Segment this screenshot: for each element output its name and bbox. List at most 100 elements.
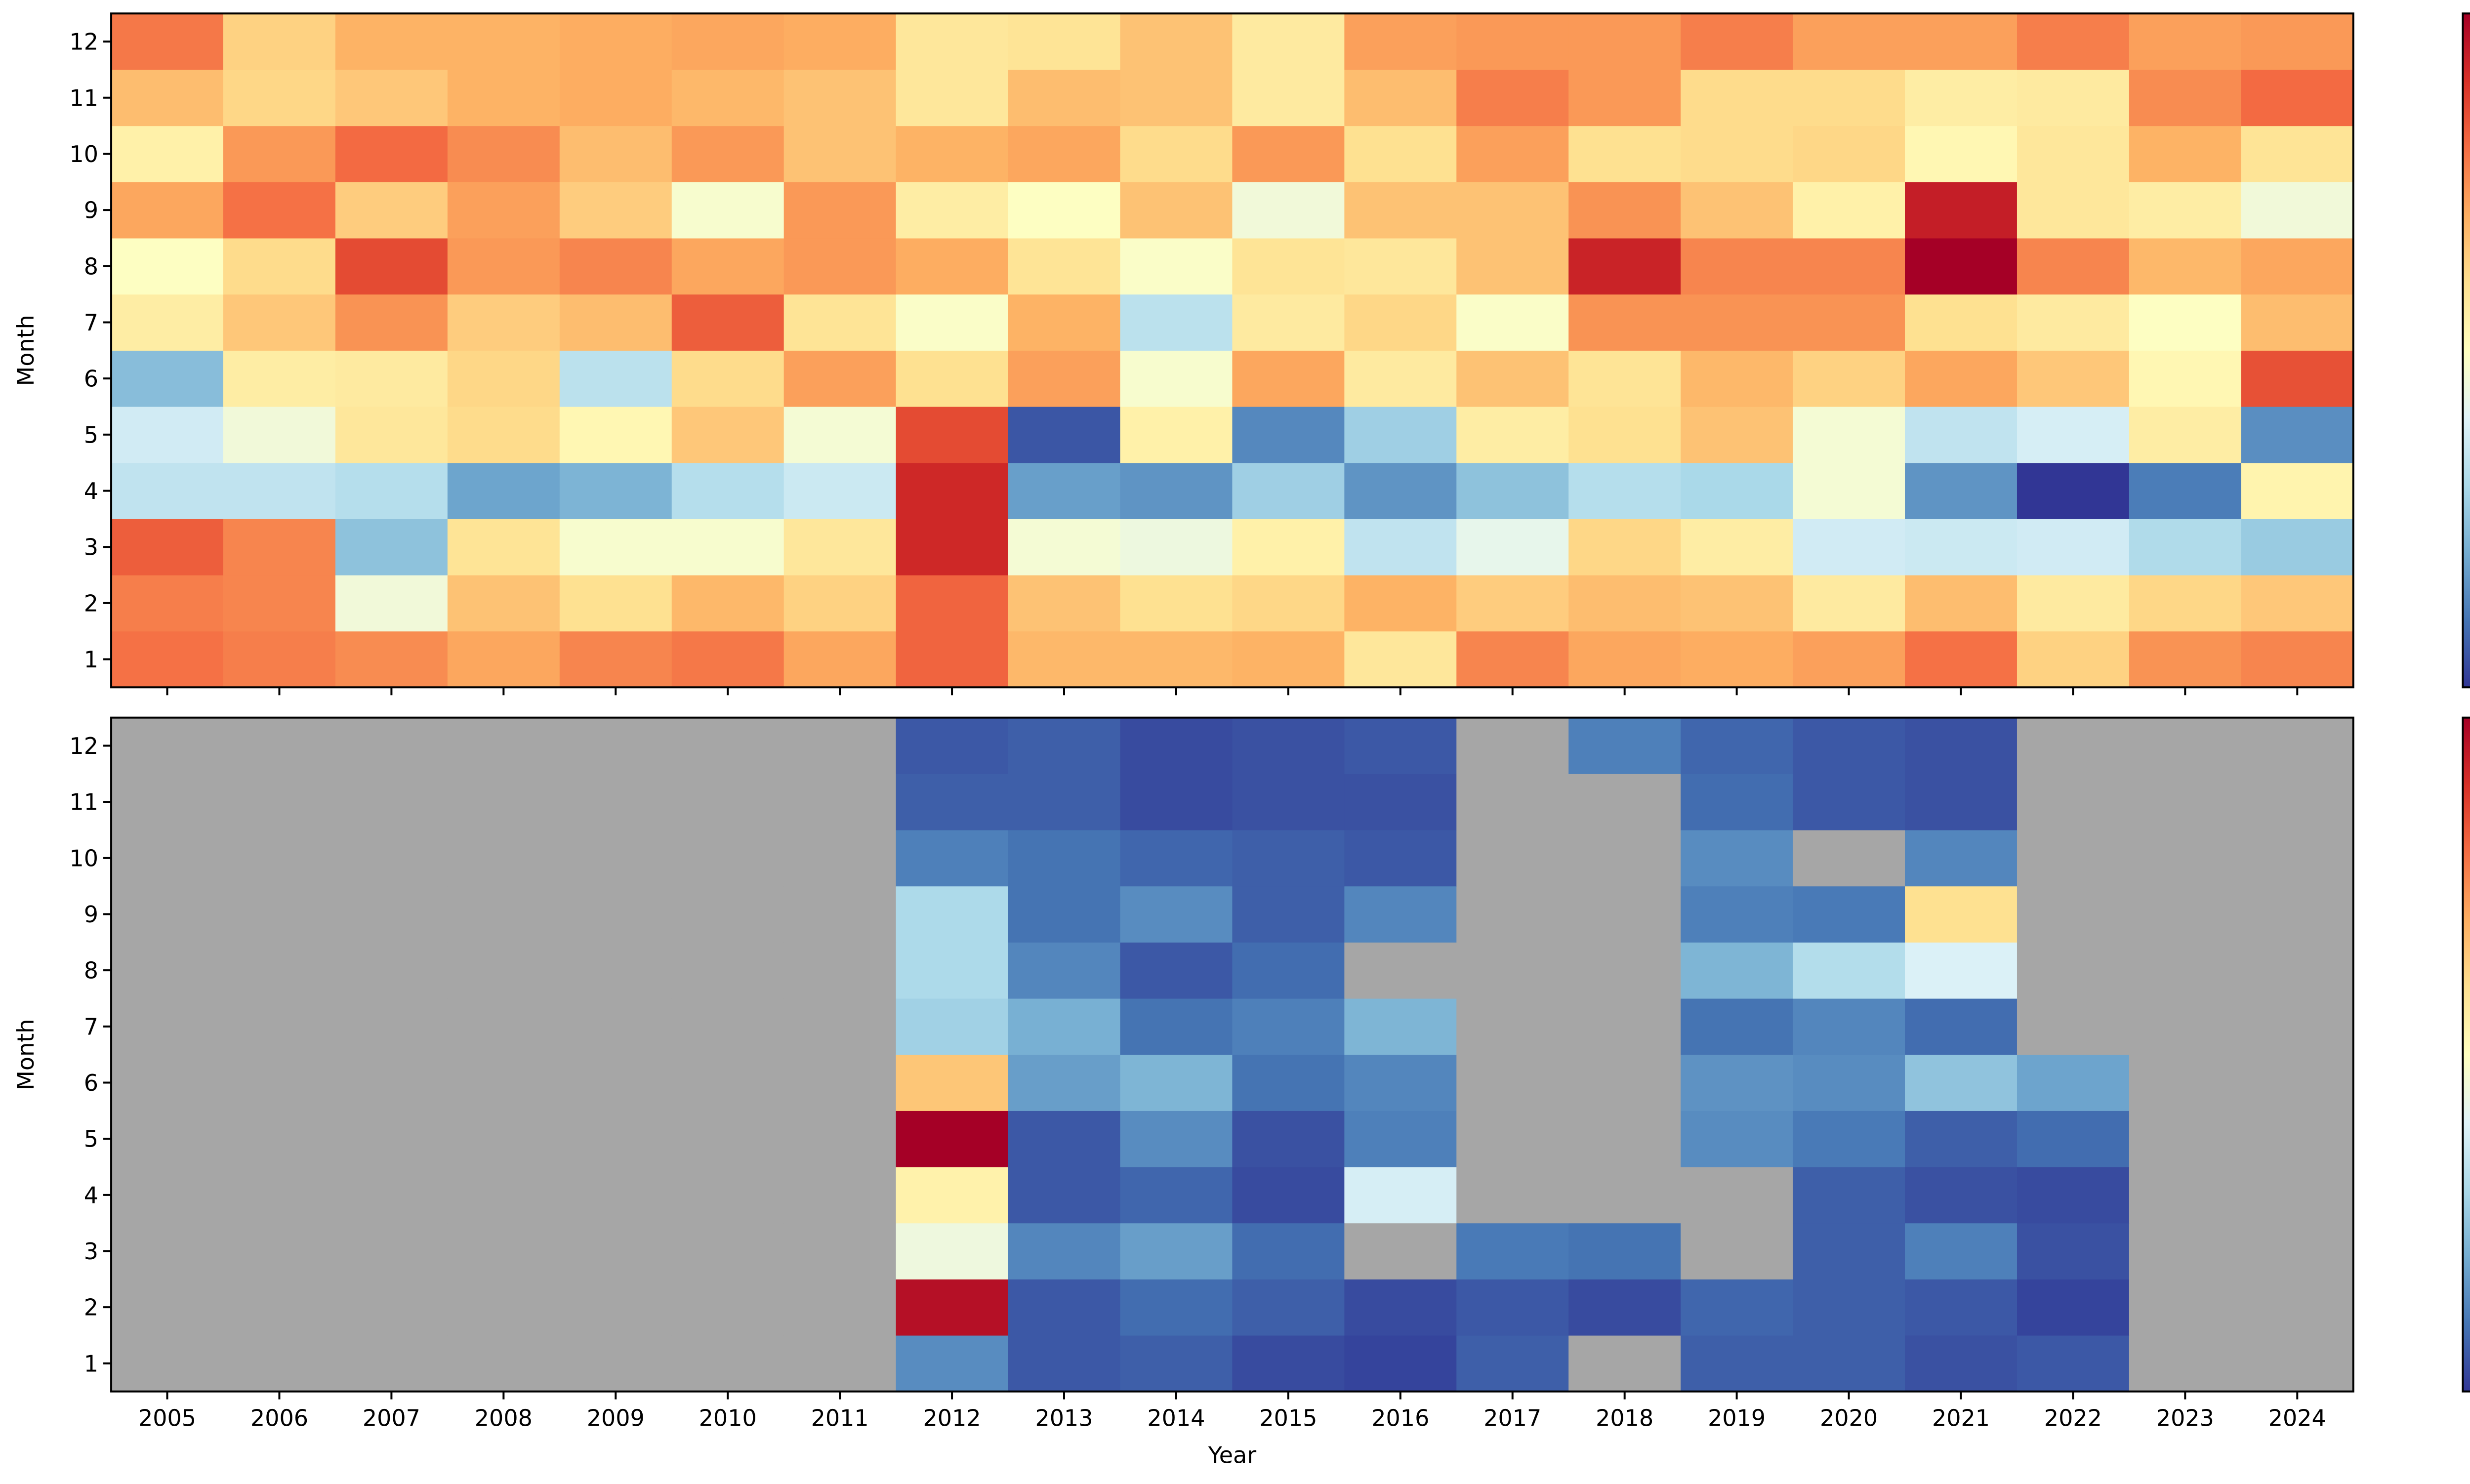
heatmap-cell xyxy=(1232,1111,1345,1167)
heatmap-cell xyxy=(111,294,224,351)
heatmap-cell xyxy=(559,1166,672,1224)
heatmap-cell xyxy=(1008,1335,1121,1392)
heatmap-cell xyxy=(2129,1279,2242,1336)
heatmap-cell xyxy=(1120,406,1233,463)
heatmap-cell xyxy=(1008,519,1121,576)
heatmap-cell xyxy=(1568,998,1681,1055)
heatmap-cell xyxy=(783,886,897,943)
heatmap-cell xyxy=(1793,125,1905,182)
heatmap-cell xyxy=(111,942,224,999)
heatmap-cell xyxy=(2017,294,2130,351)
heatmap-cell xyxy=(1793,1166,1905,1224)
heatmap-cell xyxy=(783,631,897,688)
heatmap-cell xyxy=(2241,13,2354,70)
heatmap-cell xyxy=(223,125,336,182)
x-tick-label: 2020 xyxy=(1820,1405,1878,1432)
heatmap-cell xyxy=(111,406,224,463)
heatmap-cell xyxy=(1681,1223,1793,1279)
heatmap-cell xyxy=(1232,519,1345,576)
heatmap-cell xyxy=(111,998,224,1055)
heatmap-cell xyxy=(559,238,672,295)
heatmap-cell xyxy=(1344,406,1457,463)
heatmap-cell xyxy=(896,69,1009,126)
heatmap-cell xyxy=(447,182,560,239)
heatmap-cell xyxy=(111,575,224,632)
heatmap-cell xyxy=(1008,238,1121,295)
heatmap-cell xyxy=(896,182,1009,239)
y-tick-label: 12 xyxy=(70,733,99,759)
heatmap-cell xyxy=(1456,406,1569,463)
heatmap-cell xyxy=(1232,1166,1345,1224)
heatmap-cell xyxy=(447,406,560,463)
heatmap-cell xyxy=(1793,631,1905,688)
heatmap-cell xyxy=(2129,69,2242,126)
heatmap-cell xyxy=(1232,717,1345,774)
heatmap-cell xyxy=(783,1111,897,1167)
heatmap-cell xyxy=(2241,1054,2354,1111)
heatmap-cell xyxy=(1232,69,1345,126)
heatmap-cell xyxy=(783,774,897,830)
heatmap-cell xyxy=(783,182,897,239)
heatmap-cell xyxy=(1905,774,2017,830)
heatmap-cell xyxy=(1232,1223,1345,1279)
heatmap-cell xyxy=(335,575,448,632)
heatmap-cell xyxy=(1905,998,2017,1055)
heatmap-cell xyxy=(447,886,560,943)
heatmap-cell xyxy=(896,1279,1009,1336)
heatmap-cell xyxy=(1344,717,1457,774)
heatmap-cell xyxy=(111,717,224,774)
heatmap-cell xyxy=(335,1166,448,1224)
x-axis-label: Year xyxy=(1208,1442,1256,1469)
heatmap-cell xyxy=(1793,1279,1905,1336)
heatmap-cell xyxy=(1456,886,1569,943)
heatmap-cell xyxy=(2129,1223,2242,1279)
heatmap-cell xyxy=(1568,238,1681,295)
heatmap-cell xyxy=(447,998,560,1055)
heatmap-cell xyxy=(1905,717,2017,774)
y-tick-label: 11 xyxy=(70,84,99,111)
heatmap-cell xyxy=(783,1335,897,1392)
heatmap-cell xyxy=(1120,631,1233,688)
heatmap-cell xyxy=(1568,829,1681,887)
heatmap-cell xyxy=(111,125,224,182)
heatmap-cell xyxy=(1793,575,1905,632)
heatmap-cell xyxy=(1568,462,1681,519)
y-tick-label: 7 xyxy=(84,1013,98,1040)
heatmap-cell xyxy=(559,1054,672,1111)
heatmap-cell xyxy=(1793,294,1905,351)
heatmap-cell xyxy=(1681,717,1793,774)
heatmap-cell xyxy=(896,350,1009,407)
heatmap-cell xyxy=(1456,294,1569,351)
heatmap-cell xyxy=(1120,1054,1233,1111)
heatmap-cell xyxy=(1456,13,1569,70)
heatmap-cell xyxy=(1120,1279,1233,1336)
heatmap-cell xyxy=(1793,1223,1905,1279)
heatmap-cell xyxy=(1232,829,1345,887)
heatmap-cell xyxy=(223,294,336,351)
heatmap-cell xyxy=(223,774,336,830)
heatmap-cell xyxy=(2129,998,2242,1055)
heatmap-cell xyxy=(2017,631,2130,688)
heatmap-cell xyxy=(2017,350,2130,407)
heatmap-cell xyxy=(1793,829,1905,887)
heatmap-cell xyxy=(2129,125,2242,182)
heatmap-cell xyxy=(1008,998,1121,1055)
heatmap-cell xyxy=(559,1279,672,1336)
heatmap-cell xyxy=(447,462,560,519)
y-tick-label: 8 xyxy=(84,957,98,984)
heatmap-cell xyxy=(896,294,1009,351)
heatmap-cell xyxy=(1344,294,1457,351)
heatmap-cell xyxy=(1568,631,1681,688)
heatmap-cell xyxy=(1456,998,1569,1055)
heatmap-cell xyxy=(1681,238,1793,295)
heatmap-cell xyxy=(2241,238,2354,295)
heatmap-cell xyxy=(1008,462,1121,519)
heatmap-cell xyxy=(559,406,672,463)
heatmap-cell xyxy=(335,69,448,126)
heatmap-cell xyxy=(2017,1223,2130,1279)
heatmap-cell xyxy=(896,1223,1009,1279)
heatmap-cell xyxy=(1681,631,1793,688)
heatmap-cell xyxy=(1008,1054,1121,1111)
heatmap-cell xyxy=(2129,829,2242,887)
heatmap-cell xyxy=(2129,462,2242,519)
